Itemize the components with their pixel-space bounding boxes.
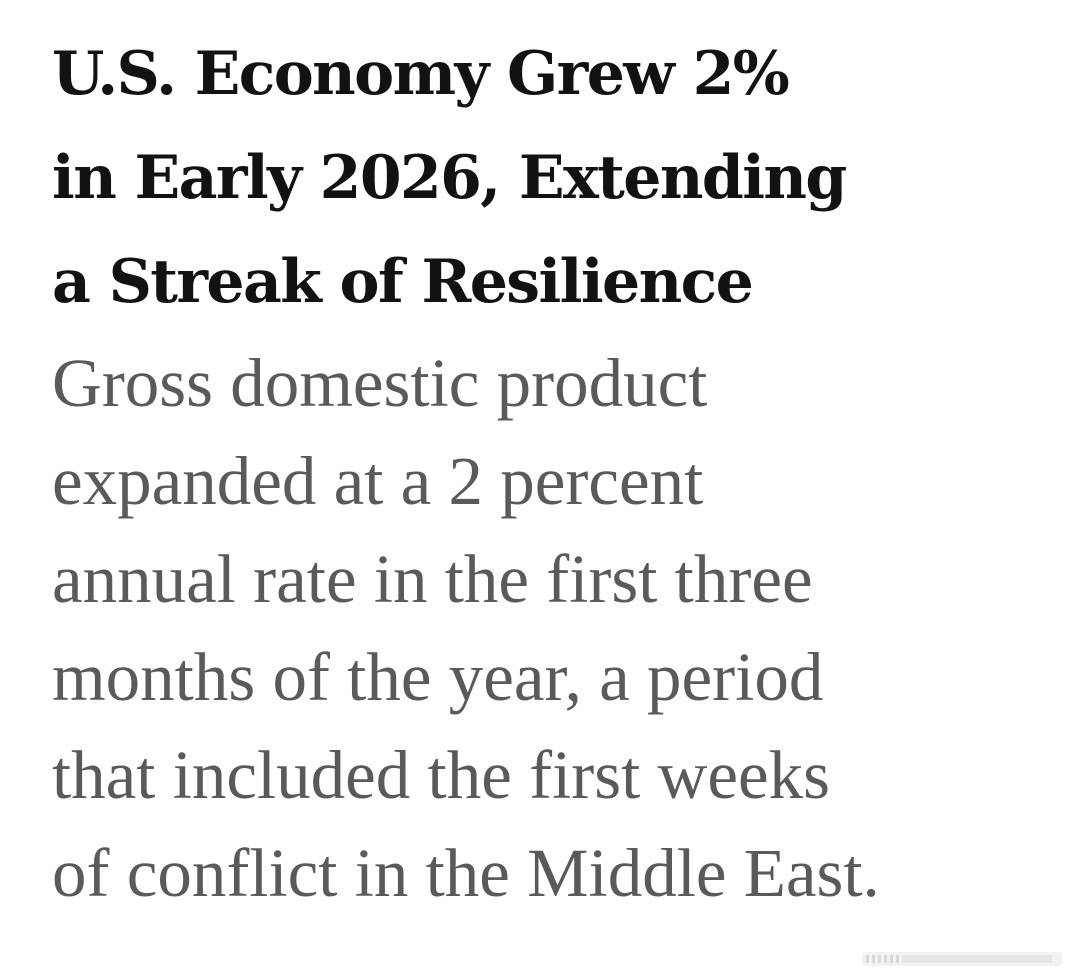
watermark-icon [862, 946, 1062, 972]
article-summary: Gross domestic product expanded at a 2 p… [52, 334, 1052, 922]
summary-line: annual rate in the first three [52, 541, 813, 617]
headline-line: a Streak of Resilience [52, 247, 754, 317]
headline-line: U.S. Economy Grew 2% [52, 39, 790, 109]
summary-line: months of the year, a period [52, 639, 824, 715]
summary-line: of conflict in the Middle East. [52, 835, 880, 911]
headline[interactable]: U.S. Economy Grew 2% in Early 2026, Exte… [52, 22, 1052, 334]
headline-line: in Early 2026, Extending [52, 143, 847, 213]
summary-line: Gross domestic product [52, 345, 708, 421]
article-card: U.S. Economy Grew 2% in Early 2026, Exte… [52, 22, 1052, 922]
summary-line: that included the first weeks [52, 737, 830, 813]
summary-line: expanded at a 2 percent [52, 443, 704, 519]
